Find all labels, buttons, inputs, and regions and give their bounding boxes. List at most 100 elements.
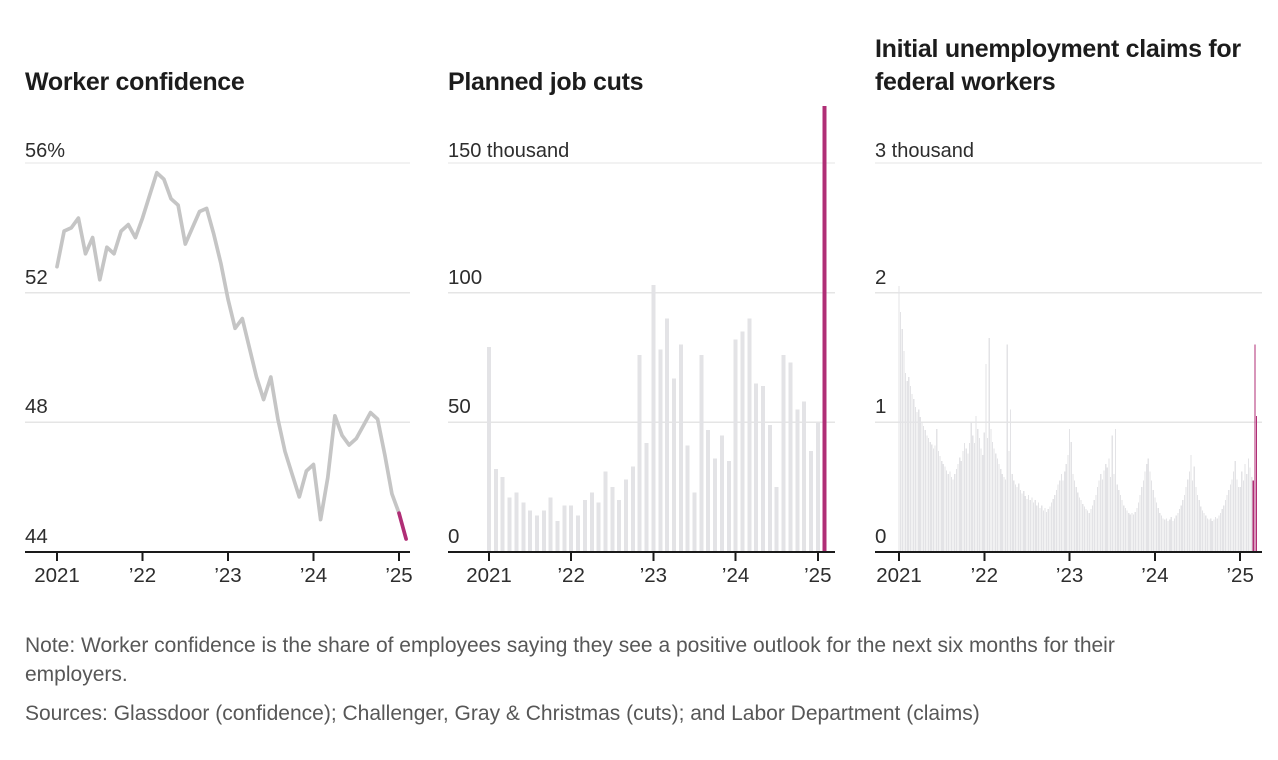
data-bar (1169, 519, 1171, 552)
data-bar (1239, 487, 1241, 552)
data-bar (1136, 507, 1138, 552)
data-bar (1228, 489, 1230, 552)
data-bar (1110, 476, 1112, 552)
data-bar (945, 470, 948, 552)
data-bar (596, 502, 601, 552)
data-bar (909, 386, 912, 552)
data-bar (1073, 480, 1076, 552)
data-bar (1236, 479, 1238, 552)
plot-planned-job-cuts (448, 105, 835, 561)
data-bar (1167, 520, 1169, 552)
data-bar (1242, 480, 1245, 552)
data-bar (651, 284, 656, 552)
data-bar (1070, 441, 1072, 552)
data-bar (1011, 474, 1013, 552)
data-bar (898, 286, 900, 552)
x-axis-label: ’24 (1141, 564, 1169, 587)
data-bar (1032, 502, 1035, 552)
data-bar (1201, 510, 1204, 552)
data-bar (1128, 513, 1130, 552)
y-axis-label: 48 (25, 395, 48, 419)
data-bar (1129, 514, 1131, 552)
data-bar (982, 454, 984, 552)
data-bar (995, 453, 997, 552)
data-bar (1229, 484, 1231, 552)
data-bar (1154, 497, 1156, 552)
chart-panel-worker-confidence: Worker confidence 56% 2021 ’22 ’23 ’24 ’25 52… (25, 40, 413, 600)
data-bar (1162, 518, 1164, 552)
data-bar (967, 453, 969, 552)
data-bar (900, 312, 902, 552)
y-axis-unit-label: 56% (25, 140, 66, 162)
data-bar (901, 328, 903, 552)
data-bar (926, 435, 928, 552)
data-bar (1131, 513, 1133, 552)
data-bar (1139, 494, 1141, 552)
data-bar (908, 376, 910, 552)
data-bar (939, 456, 941, 552)
data-bar (1027, 494, 1030, 552)
data-bar (977, 428, 979, 552)
data-bar (1059, 480, 1061, 552)
y-axis-label: 1 (875, 395, 887, 419)
data-bar (1246, 474, 1248, 552)
data-bar (1211, 520, 1213, 552)
data-bar (713, 458, 718, 552)
y-axis-label: 44 (25, 525, 48, 548)
data-bar (970, 422, 972, 552)
data-bar (1098, 480, 1100, 552)
data-bar (1037, 502, 1040, 552)
data-bar (637, 354, 642, 552)
data-bar (1193, 466, 1195, 552)
data-bar (1121, 500, 1123, 552)
data-bar (919, 417, 921, 552)
data-bar (644, 443, 649, 552)
data-bar (1155, 502, 1158, 552)
data-bar (1152, 489, 1154, 552)
data-bar (1123, 505, 1125, 552)
y-axis-label: 100 (448, 265, 483, 289)
data-bar (924, 430, 926, 552)
data-bar (978, 437, 980, 552)
data-bar (903, 351, 905, 552)
chart-panel-federal-claims: Initial unemployment claims for federal … (875, 35, 1262, 600)
data-bar (1060, 474, 1062, 552)
chart-title: Planned job cuts (448, 68, 644, 97)
data-bar (980, 448, 982, 552)
data-bar (1226, 494, 1228, 552)
data-bar (1113, 474, 1115, 552)
data-bar (941, 461, 943, 552)
data-bar (1067, 454, 1069, 552)
data-bar (955, 469, 958, 552)
data-bar (692, 492, 697, 552)
data-bar (1126, 510, 1128, 552)
data-bar (960, 461, 962, 552)
data-bar (1018, 483, 1020, 552)
data-bar (968, 443, 971, 552)
data-bar (937, 450, 939, 552)
data-bar (916, 411, 918, 552)
data-bar (1251, 476, 1253, 552)
data-bar (1034, 500, 1036, 552)
data-bar (965, 448, 967, 552)
x-axis-label: ’22 (970, 564, 998, 587)
data-bar (1244, 463, 1246, 552)
data-bar (1216, 518, 1218, 552)
data-bar (918, 409, 920, 552)
data-bar (1047, 509, 1049, 552)
data-bar (1203, 513, 1205, 552)
data-bar (929, 441, 931, 552)
x-axis-label: ’25 (804, 564, 832, 587)
data-bar (706, 430, 711, 552)
data-bar (1039, 507, 1041, 552)
trend-line-highlight (397, 511, 408, 541)
data-bar (541, 510, 546, 552)
x-axis-label: ’22 (128, 564, 157, 587)
data-bar (1219, 513, 1222, 552)
data-bar (1132, 514, 1135, 552)
data-bar (954, 474, 956, 552)
data-bar (1160, 515, 1163, 552)
data-bar (1144, 471, 1146, 552)
data-bar (1206, 518, 1208, 552)
data-bar (990, 428, 992, 552)
